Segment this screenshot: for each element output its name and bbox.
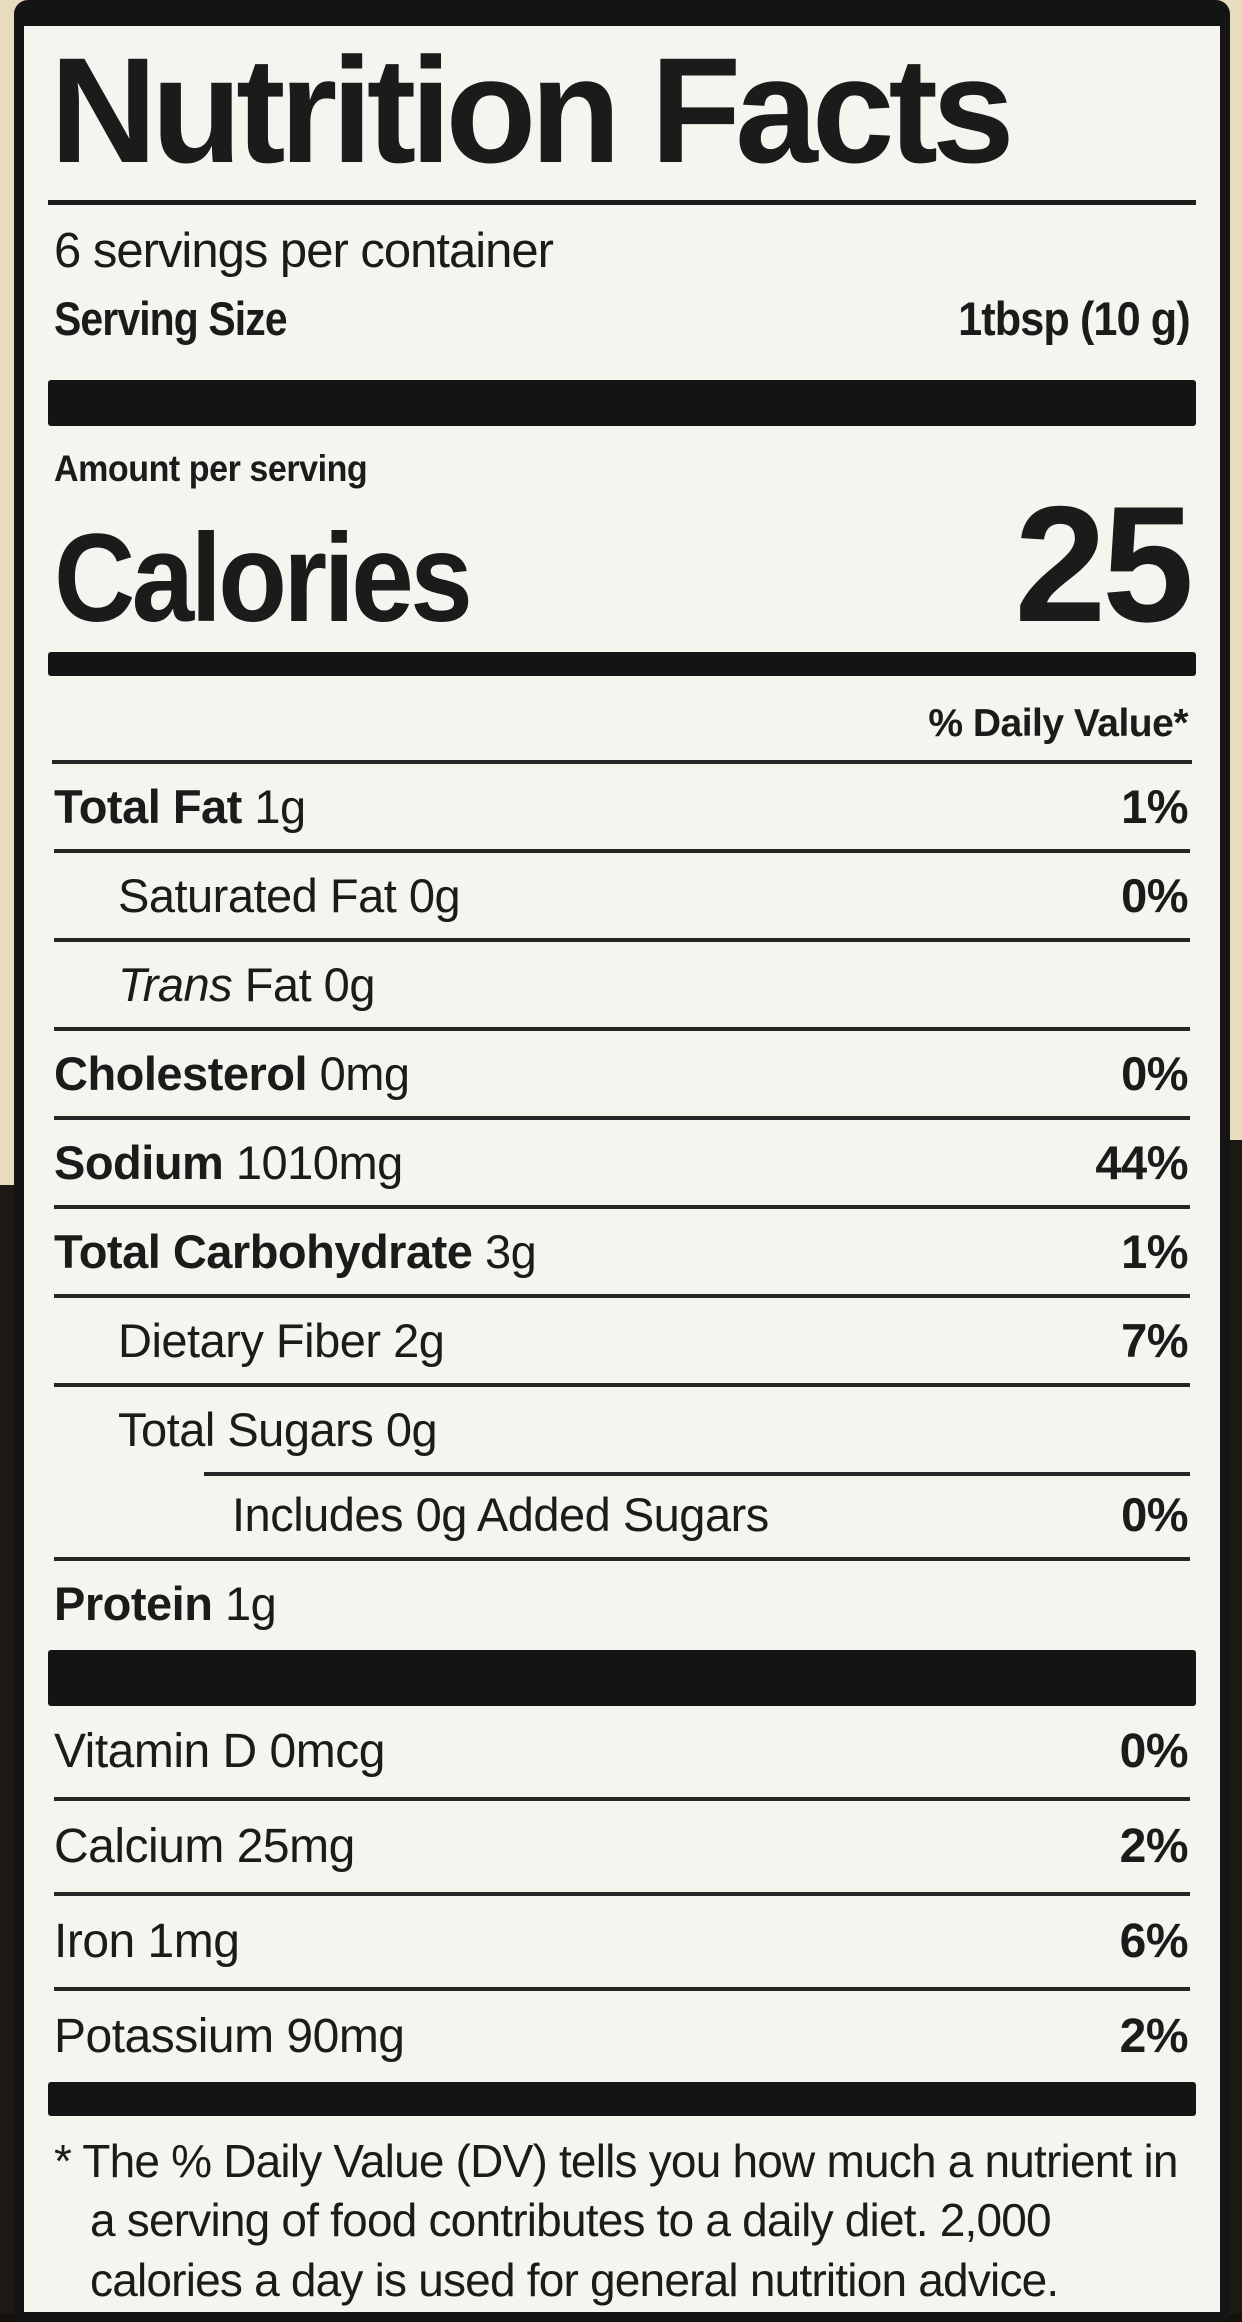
nutrient-name: Potassium 90mg	[54, 2009, 405, 2063]
serving-size-label: Serving Size	[54, 291, 288, 345]
nutrient-name: Total Fat 1g	[54, 779, 306, 833]
footnote: * The % Daily Value (DV) tells you how m…	[54, 2132, 1190, 2311]
nutrient-row: Total Fat 1g 1%	[54, 764, 1190, 849]
servings-per-container: 6 servings per container	[54, 223, 554, 278]
micronutrient-row: Iron 1mg 6%	[54, 1891, 1190, 1987]
daily-value-percent: 6%	[1119, 1914, 1189, 1968]
daily-value-percent: 2%	[1119, 2009, 1189, 2063]
nutrient-name: Iron 1mg	[54, 1914, 240, 1968]
calories-label: Calories	[54, 508, 473, 648]
nutrient-name: Protein 1g	[54, 1576, 277, 1630]
section-bar-serving	[48, 379, 1196, 426]
amount-per-serving-label: Amount per serving	[54, 447, 368, 489]
section-bar-calories	[48, 651, 1196, 676]
nutrient-row: Cholesterol 0mg 0%	[54, 1026, 1190, 1116]
nutrient-name: Total Carbohydrate 3g	[54, 1224, 537, 1278]
nutrient-name: Saturated Fat 0g	[118, 868, 461, 922]
nutrient-name: Dietary Fiber 2g	[118, 1313, 445, 1367]
daily-value-percent: 7%	[1121, 1313, 1188, 1367]
nutrient-name: Vitamin D 0mcg	[54, 1724, 385, 1778]
serving-size-row: Serving Size 1tbsp (10 g)	[54, 291, 1191, 346]
micronutrient-row: Calcium 25mg 2%	[54, 1796, 1190, 1892]
daily-value-percent: 44%	[1095, 1135, 1188, 1189]
nutrient-row: Protein 1g	[54, 1556, 1190, 1646]
daily-value-divider	[52, 759, 1192, 764]
title-divider	[48, 199, 1196, 205]
daily-value-percent: 0%	[1119, 1724, 1189, 1778]
label-title: Nutrition Facts	[50, 26, 1015, 194]
nutrient-row: Sodium 1010mg 44%	[54, 1115, 1190, 1205]
nutrient-name: Trans Fat 0g	[118, 957, 375, 1011]
photo-dark-background-left	[0, 1185, 18, 2322]
nutrient-row: Saturated Fat 0g 0%	[54, 848, 1190, 938]
serving-size-value: 1tbsp (10 g)	[958, 291, 1191, 345]
daily-value-percent: 0%	[1121, 868, 1188, 922]
nutrition-facts-label: Nutrition Facts 6 servings per container…	[14, 0, 1230, 2322]
section-bar-micronutrients	[48, 1649, 1196, 1706]
daily-value-percent: 1%	[1121, 779, 1188, 833]
nutrient-row: Total Sugars 0g	[54, 1382, 1190, 1472]
daily-value-percent: 0%	[1121, 1487, 1188, 1541]
nutrient-row: Total Carbohydrate 3g 1%	[54, 1204, 1190, 1294]
daily-value-percent: 0%	[1121, 1046, 1188, 1100]
daily-value-header: % Daily Value*	[928, 701, 1188, 745]
photo-dark-background-right	[1230, 1140, 1242, 2322]
section-bar-footnote	[48, 2081, 1196, 2116]
micronutrient-row: Potassium 90mg 2%	[54, 1986, 1190, 2082]
nutrient-row: Includes 0g Added Sugars 0%	[54, 1471, 1190, 1557]
nutrient-name: Total Sugars 0g	[118, 1402, 438, 1456]
nutrient-row: Trans Fat 0g	[54, 937, 1190, 1027]
footnote-text: The % Daily Value (DV) tells you how muc…	[82, 2134, 1178, 2307]
daily-value-percent: 2%	[1119, 1819, 1189, 1873]
nutrient-name: Includes 0g Added Sugars	[232, 1487, 769, 1541]
nutrient-row: Dietary Fiber 2g 7%	[54, 1293, 1190, 1383]
micronutrient-row: Vitamin D 0mcg 0%	[54, 1706, 1190, 1797]
micronutrient-rows: Vitamin D 0mcg 0% Calcium 25mg 2% Iron 1mg 6%…	[54, 1706, 1190, 2082]
nutrient-rows: Total Fat 1g 1% Saturated Fat 0g 0% Trans Fa…	[54, 764, 1190, 1646]
footnote-marker: *	[54, 2134, 72, 2187]
calories-value: 25	[1014, 471, 1194, 656]
calories-row: Calories 25	[54, 471, 1194, 656]
nutrient-name: Sodium 1010mg	[54, 1135, 403, 1189]
nutrient-name: Calcium 25mg	[54, 1819, 355, 1873]
daily-value-percent: 1%	[1121, 1224, 1188, 1278]
nutrient-name: Cholesterol 0mg	[54, 1046, 410, 1100]
